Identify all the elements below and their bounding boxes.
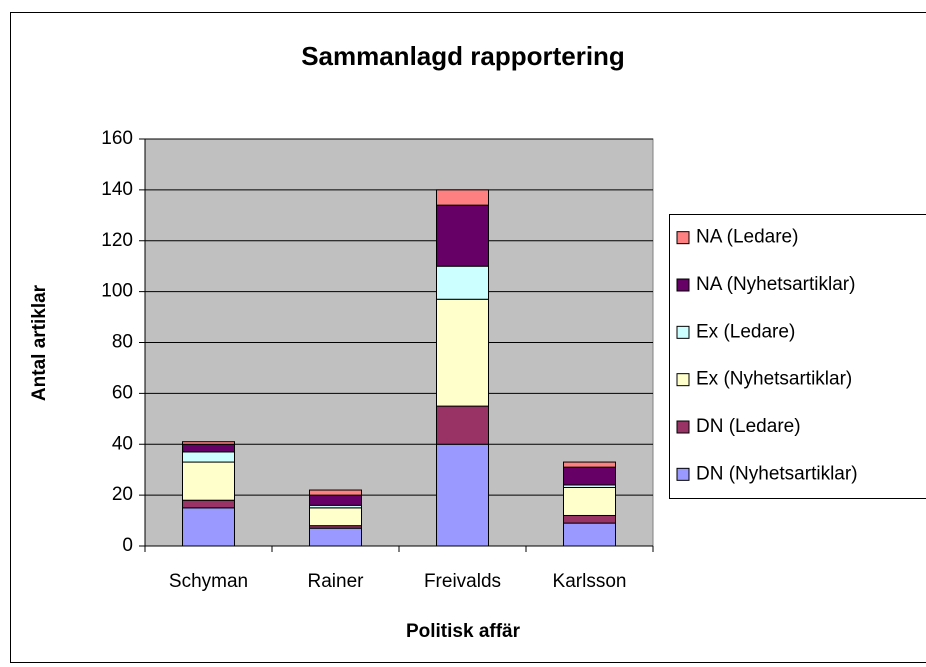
bar-segment	[563, 461, 616, 468]
x-tick-label: Freivalds	[424, 571, 501, 592]
y-tick-label: 60	[112, 382, 133, 403]
bar-segment	[563, 466, 616, 486]
legend-label: NA (Nyhetsartiklar)	[696, 274, 855, 295]
legend-label: Ex (Nyhetsartiklar)	[696, 369, 852, 390]
bar-segment	[436, 204, 489, 267]
chart-title: Sammanlagd rapportering	[301, 41, 625, 71]
y-axis-label: Antal artiklar	[29, 284, 50, 401]
bar-segment	[309, 489, 362, 496]
x-tick-label: Schyman	[169, 571, 248, 592]
y-tick-label: 100	[101, 281, 133, 302]
bar-segment	[563, 514, 616, 524]
y-tick-label: 160	[101, 128, 133, 149]
bar-segment	[182, 507, 235, 547]
y-tick-label: 40	[112, 433, 133, 454]
bar-segment	[182, 499, 235, 509]
y-tick-label: 80	[112, 332, 133, 353]
legend-label: DN (Ledare)	[696, 416, 801, 437]
x-tick-label: Rainer	[308, 571, 365, 592]
bar-segment	[436, 443, 489, 547]
bar-segment	[309, 527, 362, 547]
bar-segment	[436, 189, 489, 206]
y-tick-label: 120	[101, 230, 133, 251]
bar-segment	[563, 522, 616, 547]
bar-segment	[436, 405, 489, 445]
bar-segment	[182, 461, 235, 501]
legend-swatch	[676, 278, 690, 292]
legend-swatch	[676, 420, 690, 434]
y-tick-label: 140	[101, 179, 133, 200]
legend-box	[669, 214, 926, 499]
legend-swatch	[676, 467, 690, 481]
y-tick-label: 0	[122, 535, 133, 556]
legend-swatch	[676, 231, 690, 245]
bar-segment	[436, 298, 489, 407]
legend-label: NA (Ledare)	[696, 227, 798, 248]
legend-label: DN (Nyhetsartiklar)	[696, 463, 858, 484]
bar-segment	[563, 486, 616, 516]
bar-segment	[436, 265, 489, 300]
bar-segment	[182, 443, 235, 453]
legend-label: Ex (Ledare)	[696, 321, 795, 342]
x-axis-label: Politisk affär	[406, 621, 521, 642]
legend-swatch	[676, 373, 690, 387]
bar-segment	[309, 507, 362, 527]
bar-segment	[182, 451, 235, 463]
bar-segment	[182, 441, 235, 445]
y-tick-label: 20	[112, 484, 133, 505]
x-tick-label: Karlsson	[553, 571, 627, 592]
bar-segment	[309, 494, 362, 506]
legend-swatch	[676, 325, 690, 339]
